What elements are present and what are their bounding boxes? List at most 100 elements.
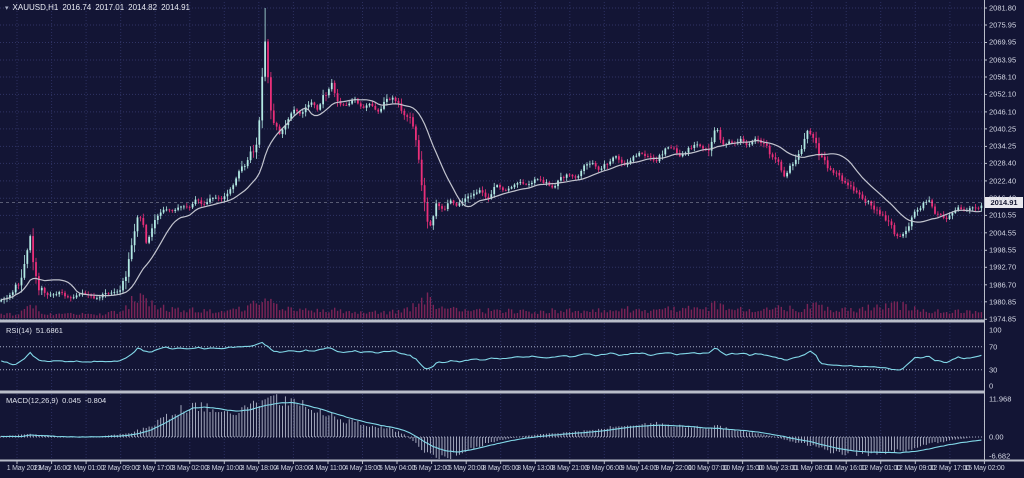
volume-bar — [809, 308, 811, 318]
volume-bar — [386, 314, 388, 318]
volume-bar — [676, 311, 678, 318]
volume-bar — [154, 305, 156, 318]
volume-bar — [415, 307, 417, 318]
volume-bar — [795, 311, 797, 318]
volume-bar — [690, 309, 693, 318]
candle-body — [861, 194, 864, 199]
price-axis-label: 2052.10 — [989, 89, 1017, 99]
price-axis-label: 2034.25 — [989, 141, 1017, 151]
volume-bar — [571, 312, 574, 318]
volume-bar — [557, 313, 559, 318]
volume-bar — [241, 311, 243, 318]
volume-bar — [84, 314, 86, 318]
volume-bar — [583, 310, 585, 318]
symbol-dropdown-icon[interactable]: ▾ — [5, 5, 9, 12]
volume-bar — [844, 307, 846, 318]
candle-body — [844, 180, 846, 183]
volume-bar — [75, 314, 78, 318]
candle-body — [835, 172, 838, 174]
volume-bar — [780, 306, 782, 318]
volume-bar — [421, 297, 423, 318]
candle-body — [852, 186, 855, 191]
candle-body — [362, 106, 365, 108]
volume-bar — [32, 308, 34, 318]
time-axis-label: 9 May 14:00 — [620, 465, 658, 472]
volume-bar — [592, 309, 594, 318]
volume-bar — [310, 310, 313, 318]
candle-body — [902, 234, 904, 237]
volume-bar — [621, 308, 623, 318]
candle-body — [110, 292, 113, 294]
candle-body — [20, 277, 23, 286]
candle-body — [580, 171, 583, 177]
volume-bar — [960, 313, 962, 318]
candle-body — [934, 206, 936, 214]
candle-body — [670, 147, 672, 149]
time-axis-label: 2 May 01:00 — [67, 465, 105, 472]
candle-body — [838, 172, 841, 176]
volume-bar — [742, 311, 745, 318]
volume-bar — [957, 309, 959, 318]
candle-body — [881, 214, 884, 216]
volume-bar — [856, 312, 858, 318]
candle-body — [272, 110, 275, 123]
volume-bar — [597, 308, 600, 318]
volume-bar — [751, 312, 753, 318]
price-axis-label: 1992.70 — [989, 262, 1017, 272]
candle-body — [742, 138, 745, 142]
volume-bar — [519, 309, 521, 318]
volume-bar — [806, 303, 809, 318]
volume-bar — [392, 309, 394, 318]
candle-body — [191, 204, 194, 208]
volume-bar — [299, 308, 301, 318]
time-axis-label: 8 May 13:00 — [517, 465, 554, 472]
volume-bar — [673, 306, 675, 318]
volume-bar — [113, 310, 115, 318]
candle-body — [606, 164, 609, 165]
candle-body — [267, 41, 269, 78]
panel-separator[interactable] — [0, 319, 984, 323]
volume-bar — [577, 310, 579, 318]
volume-bar — [223, 312, 226, 318]
volume-bar — [522, 309, 524, 318]
candle-body — [409, 116, 411, 118]
time-axis-label: 12 May 17:00 — [929, 465, 970, 472]
volume-bar — [99, 313, 101, 318]
candle-body — [510, 187, 513, 189]
candle-body — [968, 208, 971, 211]
candle-body — [887, 220, 890, 222]
candle-body — [475, 192, 478, 194]
volume-bar — [650, 310, 652, 318]
price-axis-label: 1974.85 — [989, 314, 1017, 324]
volume-bar — [545, 313, 548, 318]
volume-bar — [624, 308, 626, 318]
panel-separator[interactable] — [0, 390, 984, 394]
candle-body — [910, 217, 913, 227]
rsi-axis-label: 100 — [989, 325, 1002, 334]
candle-body — [391, 97, 394, 100]
volume-bar — [948, 313, 951, 318]
candle-body — [188, 207, 191, 208]
candle-body — [806, 130, 809, 139]
candle-body — [319, 104, 322, 110]
volume-bar — [580, 313, 582, 318]
volume-bar — [647, 312, 649, 318]
volume-bar — [12, 315, 14, 318]
volume-bar — [655, 309, 658, 318]
candle-body — [38, 276, 40, 291]
candle-body — [75, 295, 78, 298]
volume-bar — [919, 311, 922, 318]
rsi-value: 51.6861 — [35, 326, 63, 335]
candle-body — [873, 205, 875, 210]
volume-bar — [435, 309, 437, 318]
candle-body — [664, 148, 667, 155]
price-axis-label: 2040.25 — [989, 124, 1017, 134]
candle-body — [774, 157, 777, 160]
candle-body — [14, 284, 17, 293]
candle-body — [980, 205, 983, 209]
candle-body — [278, 126, 281, 135]
candle-body — [600, 168, 603, 170]
candle-body — [449, 200, 452, 204]
candle-body — [583, 165, 585, 171]
